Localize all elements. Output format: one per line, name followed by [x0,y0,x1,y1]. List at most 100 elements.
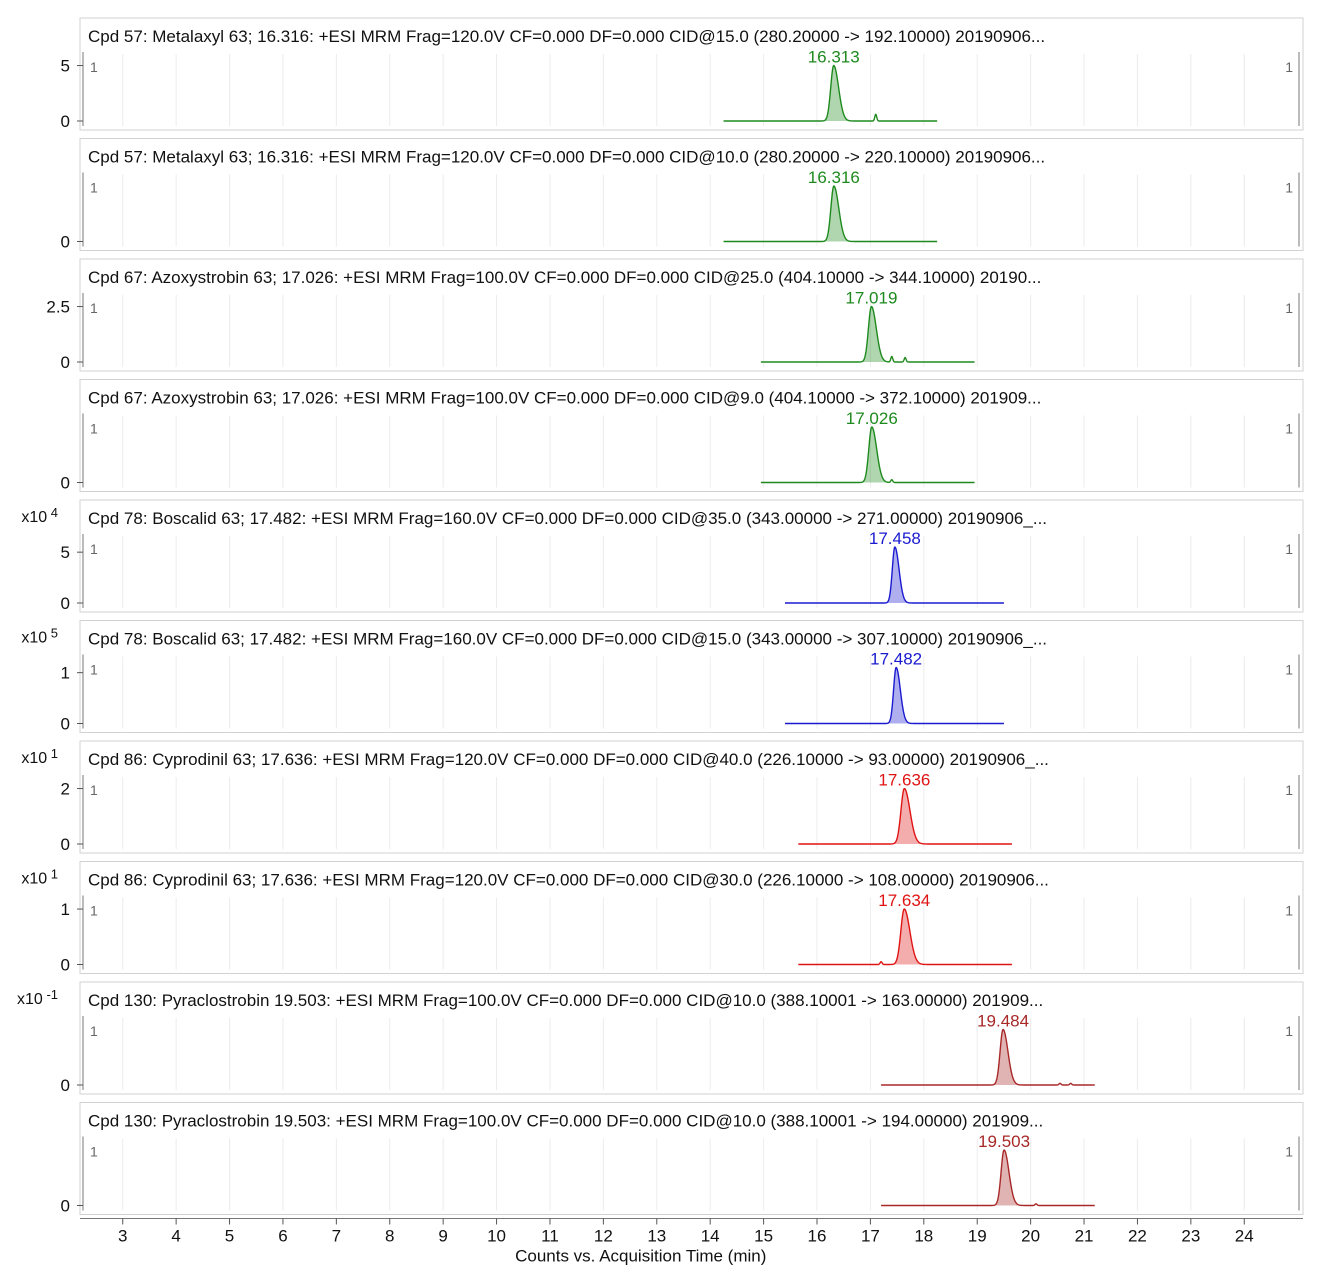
right-marker: 1 [1285,421,1293,437]
panel-frame [79,17,1304,131]
left-marker: 1 [90,903,98,919]
x-tick-label: 18 [914,1227,933,1246]
x-tick-label: 5 [225,1227,234,1246]
chromatogram-trace [760,426,975,484]
peak-area [992,1150,1029,1206]
panel-title: Cpd 67: Azoxystrobin 63; 17.026: +ESI MR… [88,389,1041,408]
x-tick-label: 7 [332,1227,341,1246]
y-exponent-label: x10 1 [21,746,58,767]
peak-area [885,667,917,724]
peak-area [821,186,859,242]
x-tick-label: 21 [1075,1227,1094,1246]
panel-title: Cpd 78: Boscalid 63; 17.482: +ESI MRM Fr… [88,509,1047,528]
panel-frame [79,861,1304,974]
x-tick-label: 8 [385,1227,394,1246]
y-tick-label: 0 [61,594,70,613]
left-marker: 1 [90,421,98,437]
panel-frame [79,138,1304,251]
y-exponent-label: x10 5 [21,626,58,647]
left-marker: 1 [90,1144,98,1160]
y-exponent-label: x10 -1 [17,987,58,1008]
panel-title: Cpd 130: Pyraclostrobin 19.503: +ESI MRM… [88,1112,1043,1131]
right-marker: 1 [1285,662,1293,678]
y-tick-label: 1 [61,900,70,919]
chromatogram-trace [798,908,1012,966]
peak-area [890,909,933,965]
panel-title: Cpd 86: Cyprodinil 63; 17.636: +ESI MRM … [88,750,1049,769]
panel-title: Cpd 67: Azoxystrobin 63; 17.026: +ESI MR… [88,268,1041,287]
chromatogram-trace [881,1149,1095,1207]
y-tick-label: 0 [61,353,70,372]
peak-rt-label: 17.636 [878,771,930,790]
x-tick-label: 24 [1235,1227,1254,1246]
x-tick-label: 10 [487,1227,506,1246]
left-marker: 1 [90,662,98,678]
peak-rt-label: 16.316 [808,168,860,187]
panel-frame [79,1102,1304,1215]
right-marker: 1 [1285,59,1293,75]
peak-area [859,306,896,362]
x-tick-label: 20 [1021,1227,1040,1246]
y-tick-label: 0 [61,956,70,975]
panel-frame [79,258,1304,372]
right-marker: 1 [1285,1023,1293,1039]
panel-title: Cpd 78: Boscalid 63; 17.482: +ESI MRM Fr… [88,630,1047,649]
x-tick-label: 3 [118,1227,127,1246]
panel-frame [79,620,1304,733]
x-axis-title: Counts vs. Acquisition Time (min) [515,1247,766,1266]
panel-title: Cpd 86: Cyprodinil 63; 17.636: +ESI MRM … [88,871,1049,890]
left-marker: 1 [90,1023,98,1039]
peak-rt-label: 19.503 [978,1132,1030,1151]
y-tick-label: 0 [61,1076,70,1095]
x-tick-label: 9 [438,1227,447,1246]
left-marker: 1 [90,59,98,75]
chromatogram-trace [784,546,1004,604]
y-tick-label: 0 [61,474,70,493]
left-marker: 1 [90,300,98,316]
right-marker: 1 [1285,782,1293,798]
chromatogram-trace [760,305,975,363]
peak-rt-label: 17.019 [845,289,897,308]
x-tick-label: 11 [541,1227,559,1246]
peak-rt-label: 17.458 [869,529,921,548]
x-tick-label: 13 [647,1227,666,1246]
chromatogram-trace [723,185,938,243]
x-tick-label: 6 [278,1227,287,1246]
panel-frame [79,740,1304,854]
right-marker: 1 [1285,1144,1293,1160]
chromatogram-trace [798,787,1012,845]
y-tick-label: 1 [61,664,70,683]
peak-rt-label: 16.313 [808,48,860,67]
y-tick-label: 2.5 [46,298,70,317]
peak-area [991,1029,1028,1085]
x-tick-label: 4 [171,1227,180,1246]
panel-frame [79,981,1304,1095]
x-tick-label: 15 [754,1227,773,1246]
y-tick-label: 2 [61,780,70,799]
panel-frame [79,379,1304,492]
panel-frame [79,499,1304,613]
y-tick-label: 0 [61,1197,70,1216]
y-tick-label: 0 [61,112,70,131]
peak-area [821,65,859,121]
chromatogram-trace [784,666,1004,725]
x-tick-label: 19 [968,1227,987,1246]
peak-rt-label: 17.482 [870,650,922,669]
right-marker: 1 [1285,541,1293,557]
chromatogram-trace [881,1028,1095,1086]
y-tick-label: 0 [61,715,70,734]
x-tick-label: 17 [861,1227,880,1246]
x-tick-label: 22 [1128,1227,1147,1246]
right-marker: 1 [1285,180,1293,196]
x-tick-label: 23 [1181,1227,1200,1246]
left-marker: 1 [90,180,98,196]
x-tick-label: 16 [808,1227,827,1246]
peak-rt-label: 19.484 [977,1012,1029,1031]
y-tick-label: 0 [61,233,70,252]
right-marker: 1 [1285,300,1293,316]
x-tick-label: 12 [594,1227,613,1246]
panel-title: Cpd 130: Pyraclostrobin 19.503: +ESI MRM… [88,991,1043,1010]
y-tick-label: 0 [61,835,70,854]
